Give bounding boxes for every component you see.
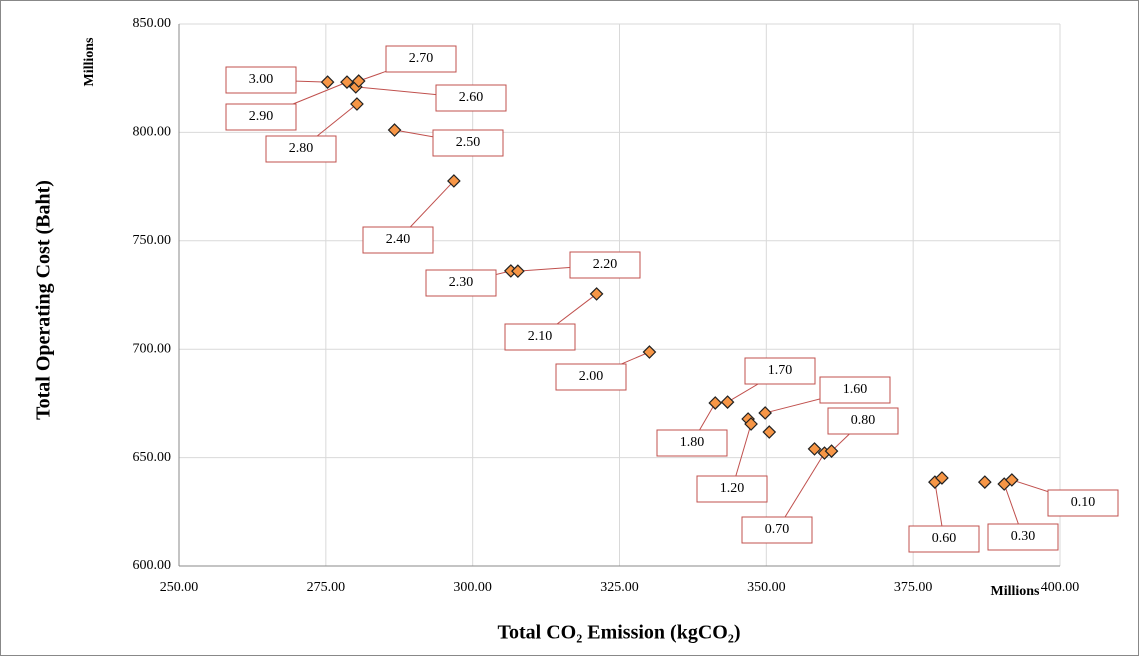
point <box>708 396 723 410</box>
x-tick-label: 300.00 <box>453 580 492 595</box>
y-tick-label: 650.00 <box>133 450 172 465</box>
label-box <box>225 103 297 131</box>
point-label: 2.90 <box>249 109 274 124</box>
label-box <box>225 66 297 94</box>
point <box>744 417 758 431</box>
point-label: 1.70 <box>768 363 793 378</box>
point <box>935 471 949 485</box>
label-box <box>265 135 337 163</box>
y-tick-label: 750.00 <box>133 233 172 248</box>
point <box>807 442 822 456</box>
point <box>511 264 525 279</box>
label-box <box>696 475 768 503</box>
label-box <box>504 323 576 351</box>
point-label: 1.80 <box>680 435 705 450</box>
point <box>447 174 461 188</box>
label-box <box>656 429 728 457</box>
x-tick-label: 350.00 <box>747 580 786 595</box>
x-tick-label: 375.00 <box>894 580 933 595</box>
label-box <box>819 376 891 404</box>
label-box <box>435 84 507 112</box>
label-box <box>432 129 504 157</box>
point <box>824 444 839 458</box>
point-label: 2.80 <box>289 141 314 156</box>
label-box <box>744 357 816 385</box>
point-label: 2.60 <box>459 90 484 105</box>
point <box>1004 473 1019 487</box>
point-label: 3.00 <box>249 72 274 87</box>
point-label: 2.30 <box>449 275 474 290</box>
label-box <box>741 516 813 544</box>
point <box>320 75 335 89</box>
y-tick-label: 700.00 <box>133 341 172 356</box>
point-label: 2.10 <box>528 329 553 344</box>
point <box>340 75 354 89</box>
point-label: 0.10 <box>1071 495 1096 510</box>
y-axis-title: Total Operating Cost (Baht) <box>33 180 55 420</box>
point-label: 2.00 <box>579 369 604 384</box>
point <box>387 123 402 137</box>
label-box <box>908 525 980 553</box>
point-label: 0.30 <box>1011 529 1036 544</box>
point-label: 1.60 <box>843 382 868 397</box>
point-label: 2.70 <box>409 51 434 66</box>
y-tick-label: 800.00 <box>133 125 172 140</box>
y-unit-label: Millions <box>82 37 97 87</box>
point <box>589 287 604 301</box>
point-label: 2.40 <box>386 232 411 247</box>
point-label: 0.60 <box>932 531 957 546</box>
x-tick-label: 250.00 <box>160 580 199 595</box>
x-axis-title: Total CO₂ Emission (kgCO₂) <box>498 622 741 644</box>
point <box>351 74 366 88</box>
label-box <box>555 363 627 391</box>
label-box <box>362 226 434 254</box>
point-label: 0.80 <box>851 413 876 428</box>
label-box <box>425 269 497 297</box>
point <box>977 475 992 489</box>
point <box>642 345 657 359</box>
point <box>758 406 773 420</box>
label-box <box>385 45 457 73</box>
point <box>720 395 735 409</box>
point-label: 2.50 <box>456 135 481 150</box>
point-label: 2.20 <box>593 257 618 272</box>
label-box <box>827 407 899 435</box>
x-tick-label: 400.00 <box>1041 580 1080 595</box>
x-unit-label: Millions <box>990 584 1040 599</box>
point-label: 1.20 <box>720 481 745 496</box>
point-label: 0.70 <box>765 522 790 537</box>
y-tick-label: 850.00 <box>133 16 172 31</box>
x-tick-label: 275.00 <box>307 580 346 595</box>
point <box>762 425 777 439</box>
x-tick-label: 325.00 <box>600 580 639 595</box>
y-tick-label: 600.00 <box>133 558 172 573</box>
label-box <box>1047 489 1119 517</box>
label-box <box>569 251 641 279</box>
label-box <box>987 523 1059 551</box>
point <box>350 97 364 111</box>
